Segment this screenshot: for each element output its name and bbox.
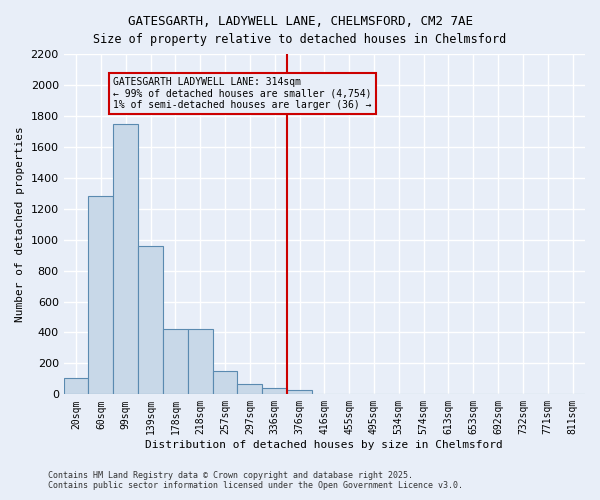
Text: Size of property relative to detached houses in Chelmsford: Size of property relative to detached ho… xyxy=(94,32,506,46)
Bar xyxy=(138,246,163,394)
Bar xyxy=(188,330,212,394)
Bar xyxy=(163,330,188,394)
Text: GATESGARTH, LADYWELL LANE, CHELMSFORD, CM2 7AE: GATESGARTH, LADYWELL LANE, CHELMSFORD, C… xyxy=(128,15,473,28)
Bar xyxy=(238,384,262,394)
X-axis label: Distribution of detached houses by size in Chelmsford: Distribution of detached houses by size … xyxy=(145,440,503,450)
Bar xyxy=(287,390,312,394)
Bar xyxy=(88,196,113,394)
Bar xyxy=(212,371,238,394)
Bar xyxy=(262,388,287,394)
Y-axis label: Number of detached properties: Number of detached properties xyxy=(15,126,25,322)
Bar xyxy=(64,378,88,394)
Bar xyxy=(113,124,138,394)
Text: GATESGARTH LADYWELL LANE: 314sqm
← 99% of detached houses are smaller (4,754)
1%: GATESGARTH LADYWELL LANE: 314sqm ← 99% o… xyxy=(113,77,372,110)
Text: Contains HM Land Registry data © Crown copyright and database right 2025.
Contai: Contains HM Land Registry data © Crown c… xyxy=(48,470,463,490)
